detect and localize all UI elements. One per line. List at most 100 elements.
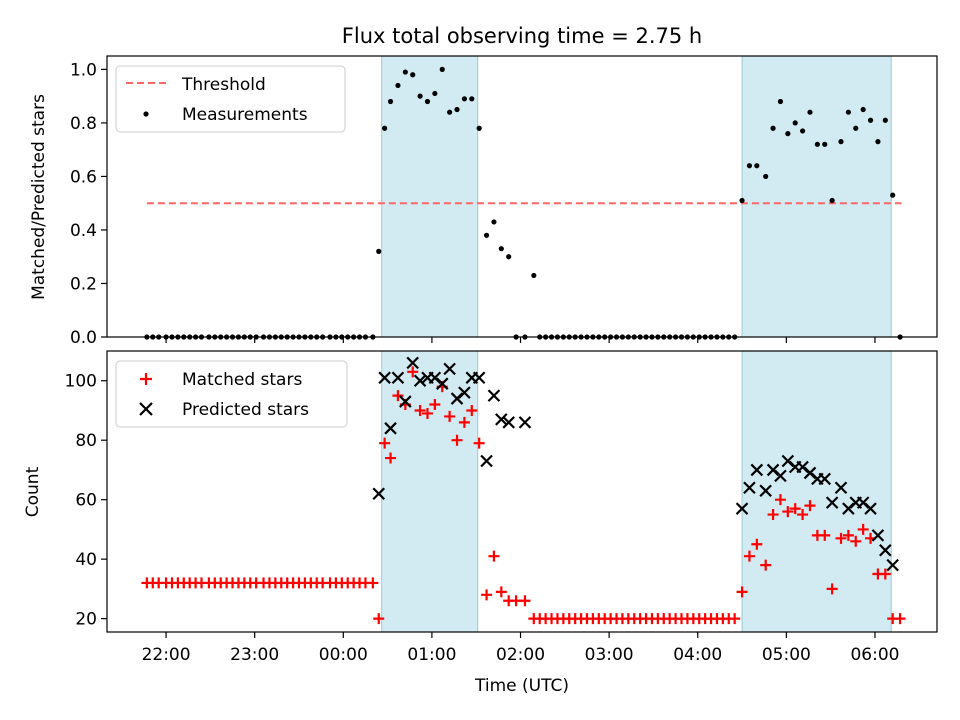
measurement-point (814, 141, 820, 147)
measurement-point (447, 109, 453, 115)
measurement-point (376, 248, 382, 254)
measurement-point (410, 72, 416, 78)
measurement-point (777, 98, 784, 105)
matched-star-point (481, 589, 493, 601)
matched-star-point (385, 452, 397, 464)
measurement-point (754, 163, 760, 169)
measurement-point (829, 197, 835, 204)
bottom-legend-box (115, 360, 348, 428)
measurement-point (417, 93, 423, 99)
bottom-panel: 20 40 60 80 100 22:00 23:00 00:00 01:00 02:00 03:… (23, 350, 938, 696)
predicted-star-point (443, 362, 456, 376)
x-tick-label: 00:00 (319, 645, 368, 665)
predicted-star-point (472, 371, 486, 385)
matched-star-point (789, 503, 801, 515)
predicted-star-point (384, 422, 397, 435)
matched-star-point (488, 550, 500, 562)
measurement-point (838, 139, 844, 145)
measurement-point (483, 232, 490, 238)
measurements-legend-swatch (143, 111, 149, 117)
matched-star-point (444, 410, 456, 422)
predicted-star-point (458, 386, 471, 399)
predicted-legend-swatch (139, 402, 153, 416)
matched-star-point (850, 535, 862, 547)
top-y-tick-label: 0.4 (70, 221, 97, 241)
measurements-legend-label: Measurements (182, 105, 308, 125)
measurement-point (382, 125, 388, 131)
matched-star-point (879, 568, 891, 580)
predicted-stars-points (372, 356, 899, 572)
bottom-y-tick-label: 20 (75, 610, 97, 630)
predicted-star-point (378, 371, 391, 385)
measurement-point (461, 96, 468, 102)
predicted-star-point (372, 487, 386, 501)
predicted-legend-label: Predicted stars (182, 400, 309, 420)
top-legend-box (115, 65, 346, 133)
predicted-star-point (759, 484, 772, 498)
x-tick-label: 23:00 (230, 645, 279, 665)
x-tick-label: 01:00 (407, 645, 456, 665)
matched-star-point (466, 404, 478, 416)
matched-star-point (429, 399, 441, 411)
bottom-y-axis-label: Count (23, 466, 43, 517)
matched-star-point (736, 586, 748, 598)
x-tick-label: 03:00 (585, 645, 634, 665)
measurement-point (785, 131, 791, 137)
top-y-tick-label: 0.0 (70, 328, 97, 348)
measurement-point (439, 66, 445, 72)
predicted-star-point (834, 481, 848, 495)
matched-star-point (473, 437, 485, 449)
measurement-point (822, 141, 828, 147)
measurement-point (739, 197, 745, 204)
predicted-star-point (825, 496, 839, 509)
matched-star-point (407, 366, 419, 378)
predicted-star-point (435, 377, 449, 390)
top-plot-frame (106, 55, 938, 338)
predicted-star-point (487, 389, 501, 402)
predicted-star-point (406, 356, 419, 370)
predicted-star-point (818, 472, 832, 486)
measurement-point (531, 272, 537, 279)
measurement-point (792, 120, 798, 126)
measurement-point (807, 109, 813, 115)
x-axis-label: Time (UTC) (474, 676, 569, 696)
matched-star-point (392, 390, 404, 402)
matched-star-point (819, 529, 831, 541)
matched-star-point (826, 583, 838, 595)
measurement-point (387, 98, 394, 105)
predicted-star-point (886, 558, 899, 572)
matched-star-point (373, 613, 385, 625)
matched-legend-label: Matched stars (182, 370, 302, 390)
x-tick-label: 06:00 (850, 645, 899, 665)
x-tick-label: 05:00 (762, 645, 811, 665)
predicted-star-point (502, 416, 515, 429)
matched-star-point (729, 613, 741, 625)
measurement-point (432, 90, 438, 97)
top-shaded-bands (381, 55, 892, 338)
x-tick-label: 04:00 (673, 645, 722, 665)
top-y-tick-label: 0.8 (70, 114, 97, 134)
measurement-point (424, 98, 431, 105)
bottom-legend: Matched stars Predicted stars (115, 360, 348, 428)
bottom-plot-frame (106, 350, 938, 633)
matched-star-point (458, 416, 470, 428)
matched-star-point (804, 500, 816, 512)
bottom-y-tick-label: 80 (75, 431, 97, 451)
top-x-ticks (165, 337, 876, 343)
matched-stars-points (141, 366, 906, 625)
matched-legend-swatch (140, 373, 152, 385)
top-y-axis-label: Matched/Predicted stars (29, 94, 49, 300)
predicted-star-point (871, 529, 885, 542)
predicted-star-point (518, 416, 532, 429)
predicted-star-point (480, 454, 493, 468)
predicted-star-point (750, 463, 764, 477)
bottom-y-tick-label: 40 (75, 550, 97, 570)
measurement-point (506, 254, 512, 260)
predicted-star-point (413, 374, 427, 388)
matched-star-point (751, 538, 763, 550)
matched-star-point (414, 404, 426, 416)
predicted-star-point (735, 502, 749, 515)
predicted-star-point (495, 413, 508, 426)
matched-star-point (743, 550, 755, 562)
